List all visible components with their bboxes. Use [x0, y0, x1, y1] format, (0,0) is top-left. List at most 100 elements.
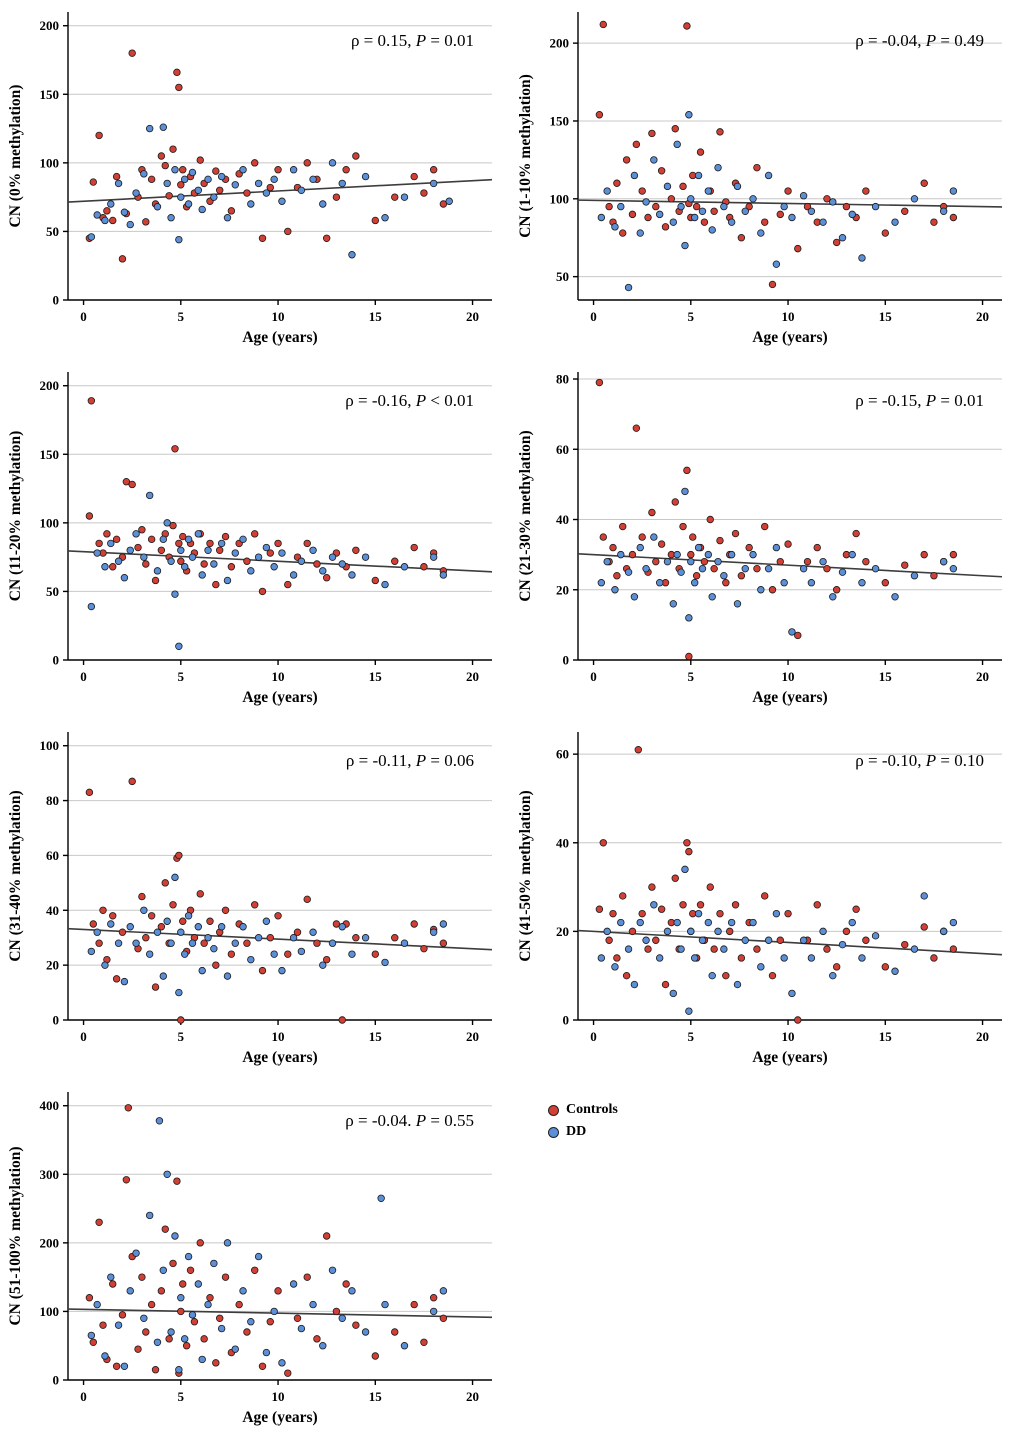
chart-cn-21-30-methylation: 0 20 40 60 80 0 5 10 15 20 Age (years) CN (21-30% m…: [510, 360, 1020, 720]
correlation-annotation: ρ = -0.11, P = 0.06: [346, 751, 474, 770]
y-tick-label: 0: [563, 653, 570, 668]
x-tick-label: 20: [466, 1389, 479, 1404]
x-tick-label: 10: [782, 309, 795, 324]
scatter-points-dd: [87, 491, 448, 650]
scatter-points-controls: [85, 1104, 448, 1377]
y-axis-title: CN (31-40% methylation): [7, 790, 24, 961]
chart-cn-0-methylation: 0 50 100 150 200 0 5 10 15 20 Age (years) CN (0% me…: [0, 0, 510, 360]
trend-line: [67, 927, 493, 951]
x-tick-label: 10: [272, 1389, 285, 1404]
y-tick-label: 60: [46, 848, 59, 863]
x-tick-label: 20: [976, 669, 989, 684]
legend: Controls DD: [510, 1080, 1020, 1440]
y-tick-label: 100: [40, 738, 60, 753]
x-tick-label: 5: [178, 1389, 185, 1404]
x-tick-label: 20: [466, 669, 479, 684]
x-tick-label: 5: [178, 1029, 185, 1044]
chart-cn-1-10-methylation: 50 100 150 200 0 5 10 15 20 Age (years) CN (1-10% …: [510, 0, 1020, 360]
x-axis-title: Age (years): [242, 1049, 317, 1066]
y-tick-label: 400: [40, 1098, 60, 1113]
trend-line: [577, 552, 1003, 578]
y-tick-label: 100: [550, 191, 570, 206]
correlation-annotation: ρ = -0.10, P = 0.10: [855, 751, 984, 770]
y-tick-label: 0: [53, 1013, 60, 1028]
x-axis-title: Age (years): [752, 329, 827, 346]
x-tick-label: 15: [369, 1029, 383, 1044]
scatter-points-dd: [597, 487, 958, 636]
x-tick-label: 0: [590, 669, 597, 684]
y-tick-label: 0: [53, 653, 60, 668]
y-tick-label: 20: [556, 924, 569, 939]
x-axis-title: Age (years): [242, 1409, 317, 1426]
y-axis-title: CN (51-100% methylation): [7, 1146, 24, 1325]
scatter-svg: 0 20 40 60 0 5 10 15 20 Age (years) CN (41-50% met…: [517, 732, 1003, 1066]
y-tick-label: 200: [40, 1235, 60, 1250]
y-tick-label: 40: [556, 512, 569, 527]
x-tick-label: 10: [782, 669, 795, 684]
x-axis-title: Age (years): [752, 689, 827, 706]
correlation-annotation: ρ = -0.16, P < 0.01: [345, 391, 474, 410]
scatter-points-dd: [87, 1117, 448, 1374]
legend-label-controls: Controls: [566, 1102, 618, 1117]
x-tick-label: 5: [688, 669, 695, 684]
legend-item-controls: Controls: [548, 1102, 1020, 1118]
trend-line: [577, 199, 1003, 208]
x-axis-title: Age (years): [242, 689, 317, 706]
y-tick-label: 60: [556, 442, 569, 457]
y-tick-label: 20: [556, 582, 569, 597]
scatter-svg: 0 20 40 60 80 100 0 5 10 15 20 Age (years) CN (31-40…: [7, 732, 493, 1066]
x-tick-label: 15: [879, 1029, 893, 1044]
x-tick-label: 5: [178, 669, 185, 684]
chart-cn-51-100-methylation: 0 100 200 300 400 0 5 10 15 20 Age (years) CN (51-1…: [0, 1080, 510, 1440]
scatter-svg: 0 50 100 150 200 0 5 10 15 20 Age (years) CN (11-20…: [7, 372, 493, 706]
y-tick-label: 150: [40, 87, 60, 102]
y-tick-label: 0: [53, 293, 60, 308]
y-tick-label: 50: [46, 224, 59, 239]
legend-label-dd: DD: [566, 1124, 587, 1139]
x-tick-label: 20: [466, 309, 479, 324]
chart-cn-31-40-methylation: 0 20 40 60 80 100 0 5 10 15 20 Age (years) CN (31-40…: [0, 720, 510, 1080]
x-tick-label: 10: [272, 669, 285, 684]
y-tick-label: 80: [556, 372, 569, 387]
y-tick-label: 100: [40, 155, 60, 170]
chart-cn-41-50-methylation: 0 20 40 60 0 5 10 15 20 Age (years) CN (41-50% met…: [510, 720, 1020, 1080]
chart-cn-11-20-methylation: 0 50 100 150 200 0 5 10 15 20 Age (years) CN (11-20…: [0, 360, 510, 720]
scatter-points-dd: [87, 123, 453, 259]
scatter-svg: 0 50 100 150 200 0 5 10 15 20 Age (years) CN (0% me…: [7, 12, 493, 346]
y-tick-label: 20: [46, 958, 59, 973]
correlation-annotation: ρ = -0.04. P = 0.55: [345, 1111, 474, 1130]
scatter-svg: 50 100 150 200 0 5 10 15 20 Age (years) CN (1-10% …: [517, 12, 1003, 346]
scatter-points-controls: [85, 397, 448, 596]
x-tick-label: 5: [688, 1029, 695, 1044]
controls-dot-icon: [548, 1104, 559, 1116]
y-tick-label: 200: [40, 378, 60, 393]
scatter-points-dd: [597, 111, 958, 292]
trend-line: [67, 1308, 493, 1319]
y-axis-title: CN (41-50% methylation): [517, 790, 534, 961]
y-tick-label: 200: [40, 18, 60, 33]
y-tick-label: 0: [563, 1013, 570, 1028]
x-tick-label: 15: [879, 309, 893, 324]
y-tick-label: 100: [40, 515, 60, 530]
y-tick-label: 150: [40, 447, 60, 462]
y-tick-label: 0: [53, 1373, 60, 1388]
y-tick-label: 60: [556, 747, 569, 762]
scatter-points-controls: [85, 49, 448, 263]
y-axis-title: CN (0% methylation): [7, 85, 24, 228]
trend-line: [577, 929, 1003, 956]
y-axis-title: CN (21-30% methylation): [517, 430, 534, 601]
correlation-annotation: ρ = -0.15, P = 0.01: [855, 391, 984, 410]
scatter-points-dd: [597, 865, 958, 1015]
x-axis-title: Age (years): [752, 1049, 827, 1066]
x-tick-label: 0: [590, 309, 597, 324]
x-tick-label: 0: [80, 309, 87, 324]
y-tick-label: 50: [46, 584, 59, 599]
scatter-svg: 0 20 40 60 80 0 5 10 15 20 Age (years) CN (21-30% m…: [517, 372, 1003, 706]
scatter-points-dd: [87, 873, 448, 997]
x-tick-label: 0: [80, 669, 87, 684]
scatter-svg: 0 100 200 300 400 0 5 10 15 20 Age (years) CN (51-1…: [7, 1092, 493, 1426]
y-tick-label: 200: [550, 36, 570, 51]
x-tick-label: 5: [688, 309, 695, 324]
x-tick-label: 0: [80, 1029, 87, 1044]
